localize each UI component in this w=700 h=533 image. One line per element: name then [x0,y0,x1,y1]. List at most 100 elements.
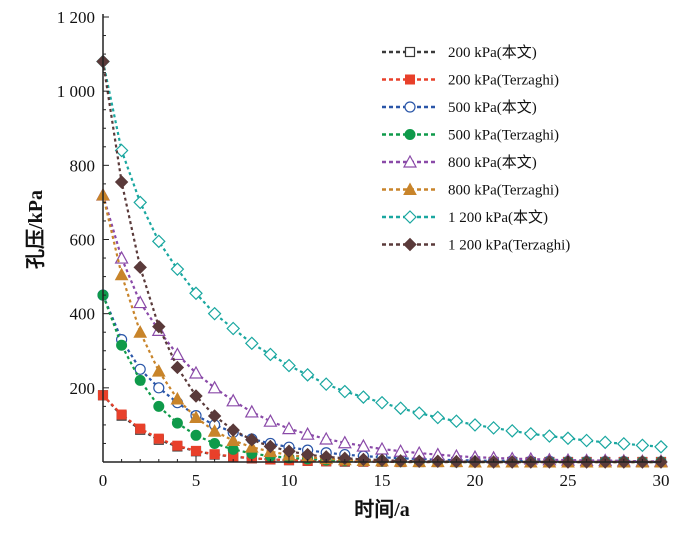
data-point [542,429,557,443]
data-point [170,391,185,405]
data-point [153,382,165,394]
legend-item-8: 1 200 kPa(Terzaghi) [382,238,570,254]
data-point [152,319,166,334]
data-point [207,409,222,423]
legend-marker [402,154,418,168]
data-point [375,395,389,410]
data-point [245,433,259,447]
series-line [101,294,661,464]
data-point [134,374,146,386]
legend-item-3: 500 kPa(本文) [382,99,537,116]
plot-area [95,54,669,469]
data-point [654,439,668,454]
y-tick-label: 1 200 [57,8,95,27]
data-point [319,431,334,445]
legend-label: 800 kPa(Terzaghi) [448,183,559,199]
x-tick-label: 25 [560,471,577,490]
data-point [486,421,501,435]
data-point [635,438,650,453]
data-point [263,347,278,362]
legend-label: 200 kPa(Terzaghi) [448,73,559,89]
data-point [189,389,203,403]
x-tick-label: 5 [192,471,201,490]
legend-marker [404,46,416,58]
series-line [101,194,661,464]
data-point [170,360,185,375]
data-point [300,368,315,382]
data-point [133,260,147,275]
data-point [114,175,129,189]
legend-marker [404,129,416,140]
data-point [430,410,445,425]
y-axis-title: 孔压/kPa [24,190,47,269]
data-point [468,418,482,432]
data-point [189,410,203,423]
legend: 200 kPa(本文) 200 kPa(Terzaghi) 500 kPa(本文) 5… [382,44,570,254]
legend-marker [404,101,416,113]
axes: 时间/a 孔压/kPa 0 5 10 15 20 25 30 200 400 600 800 1 00… [24,8,670,521]
data-point [412,406,427,420]
legend-item-2: 200 kPa(Terzaghi) [382,73,559,89]
y-tick-label: 400 [70,305,96,324]
data-point [209,437,221,449]
data-point [505,424,520,438]
data-point [226,423,240,437]
data-point [153,433,164,444]
legend-label: 500 kPa(Terzaghi) [448,128,559,144]
legend-marker [403,237,417,252]
data-point [319,377,334,391]
data-point [226,433,241,446]
data-point [244,440,259,453]
data-point [171,417,183,429]
data-point [190,429,202,441]
legend-label: 800 kPa(本文) [448,154,537,171]
data-point [356,390,371,404]
data-point [188,365,204,379]
data-point [263,439,278,454]
data-point [116,409,127,420]
data-point [598,435,613,450]
x-tick-label: 10 [281,471,298,490]
y-tick-label: 200 [70,379,96,398]
x-axis-title: 时间/a [354,498,410,521]
series-7 [96,54,668,454]
data-point [151,234,166,249]
y-tick-label: 800 [70,156,96,175]
data-point [191,445,201,456]
legend-label: 1 200 kPa(Terzaghi) [448,238,570,254]
data-point [170,262,185,277]
x-tick-label: 30 [653,471,670,490]
data-point [133,195,148,210]
data-point [226,321,241,336]
series-line [101,61,662,448]
y-tick-label: 600 [70,231,96,250]
series-6 [96,187,668,468]
data-point [114,267,129,281]
data-point [226,393,241,407]
legend-item-7: 1 200 kPa(本文) [382,209,548,226]
legend-item-1: 200 kPa(本文) [382,44,537,61]
data-point [281,421,297,435]
legend-label: 200 kPa(本文) [448,44,537,61]
data-point [561,431,575,446]
series-line [101,194,661,463]
y-tick-label: 1 000 [57,82,95,101]
data-point [116,339,128,351]
legend-item-4: 500 kPa(Terzaghi) [382,128,559,144]
data-point [319,450,333,464]
data-point [189,286,203,301]
data-point [207,306,222,321]
legend-label: 500 kPa(本文) [448,99,537,116]
data-point [151,364,166,377]
data-point [133,325,148,338]
data-point [244,404,259,418]
data-point [263,413,278,427]
series-line [101,294,661,464]
data-point [393,401,408,416]
data-point [153,400,165,412]
data-point [133,295,148,309]
data-point [170,347,185,361]
x-tick-label: 20 [467,471,484,490]
